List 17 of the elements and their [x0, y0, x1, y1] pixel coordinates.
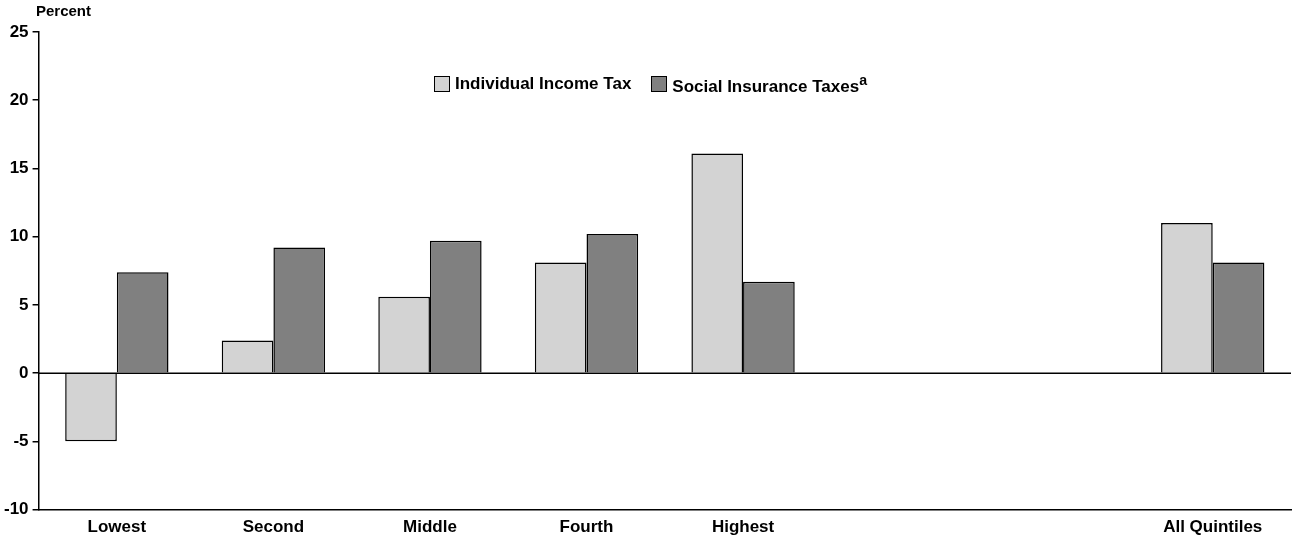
y-tick-label: 25 [9, 21, 29, 41]
x-tick-label: All Quintiles [1163, 517, 1263, 537]
y-tick-label: -5 [13, 431, 29, 451]
y-tick-label: -10 [3, 499, 29, 519]
y-axis-title: Percent [36, 2, 92, 19]
x-tick-label: Fourth [559, 517, 614, 537]
y-tick-label: 15 [9, 158, 29, 178]
x-tick-label: Highest [711, 517, 775, 537]
y-tick-label: 0 [19, 362, 29, 382]
legend-label: Individual Income Tax [455, 74, 632, 95]
x-tick-label: Middle [403, 517, 457, 537]
legend-label: Social Insurance Taxes$^{a}$ [672, 72, 867, 97]
y-tick-label: 20 [9, 89, 29, 109]
x-tick-label: Lowest [87, 517, 147, 537]
y-tick-label: 5 [19, 294, 29, 314]
x-tick-label: Second [242, 517, 305, 537]
y-tick-label: 10 [9, 226, 29, 246]
